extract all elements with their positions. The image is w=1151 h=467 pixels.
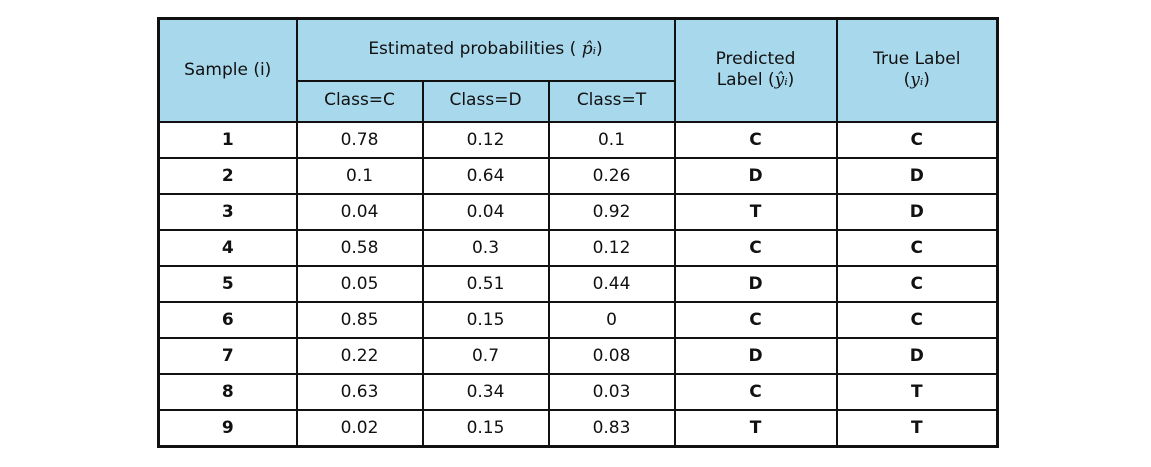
cell-prob-c: 0.05	[295, 264, 424, 303]
cell-prob-t: 0.92	[547, 192, 676, 231]
cell-prob-t: 0.12	[547, 228, 676, 267]
table-header: Sample (i) Estimated probabilities ( p̂ᵢ…	[157, 17, 999, 123]
header-predicted-line1: Predicted	[715, 49, 796, 69]
cell-prob-t: 0	[547, 300, 676, 339]
header-predicted-symbol: ŷᵢ	[774, 70, 788, 91]
header-true-close: )	[923, 70, 930, 91]
header-true-open: (	[903, 70, 911, 91]
cell-predicted-label: D	[673, 156, 838, 195]
cell-predicted-label: C	[673, 120, 838, 159]
table-row: 3 0.04 0.04 0.92 T D	[157, 192, 999, 231]
header-estimated-close: )	[596, 39, 603, 60]
cell-prob-t: 0.1	[547, 120, 676, 159]
header-sample: Sample (i)	[157, 17, 298, 123]
header-true-symbol: yᵢ	[910, 70, 924, 91]
header-sample-label: Sample (i)	[184, 59, 272, 80]
cell-predicted-label: C	[673, 228, 838, 267]
probability-table: Sample (i) Estimated probabilities ( p̂ᵢ…	[157, 17, 999, 448]
table-row: 4 0.58 0.3 0.12 C C	[157, 228, 999, 267]
cell-sample-index: 5	[157, 264, 298, 303]
header-class-c: Class=C	[295, 79, 424, 123]
cell-prob-t: 0.08	[547, 336, 676, 375]
cell-predicted-label: C	[673, 372, 838, 411]
table-row: 8 0.63 0.34 0.03 C T	[157, 372, 999, 411]
cell-true-label: T	[835, 408, 999, 447]
cell-sample-index: 1	[157, 120, 298, 159]
cell-predicted-label: C	[673, 300, 838, 339]
probability-table-container: Sample (i) Estimated probabilities ( p̂ᵢ…	[157, 17, 999, 448]
cell-true-label: C	[835, 300, 999, 339]
cell-sample-index: 9	[157, 408, 298, 447]
cell-prob-c: 0.1	[295, 156, 424, 195]
cell-prob-t: 0.03	[547, 372, 676, 411]
header-true-label: True Label (yᵢ)	[835, 17, 999, 123]
cell-true-label: D	[835, 336, 999, 375]
cell-sample-index: 7	[157, 336, 298, 375]
cell-prob-c: 0.02	[295, 408, 424, 447]
header-estimated-label: Estimated probabilities (	[368, 39, 577, 60]
cell-sample-index: 8	[157, 372, 298, 411]
cell-true-label: C	[835, 264, 999, 303]
header-predicted-label: Predicted Label (ŷᵢ)	[673, 17, 838, 123]
header-predicted-line2: Label (	[716, 70, 775, 91]
cell-prob-c: 0.85	[295, 300, 424, 339]
cell-true-label: C	[835, 228, 999, 267]
cell-true-label: T	[835, 372, 999, 411]
cell-true-label: D	[835, 156, 999, 195]
cell-prob-d: 0.64	[421, 156, 550, 195]
header-row-classes: Class=C Class=D Class=T	[159, 79, 998, 123]
cell-prob-d: 0.7	[421, 336, 550, 375]
cell-sample-index: 2	[157, 156, 298, 195]
table-row: 9 0.02 0.15 0.83 T T	[157, 408, 999, 447]
cell-prob-t: 0.26	[547, 156, 676, 195]
table-row: 7 0.22 0.7 0.08 D D	[157, 336, 999, 375]
cell-prob-t: 0.83	[547, 408, 676, 447]
cell-prob-d: 0.3	[421, 228, 550, 267]
cell-prob-d: 0.12	[421, 120, 550, 159]
header-true-line1: True Label	[873, 49, 961, 69]
table-row: 2 0.1 0.64 0.26 D D	[157, 156, 999, 195]
table-row: 6 0.85 0.15 0 C C	[157, 300, 999, 339]
header-class-t: Class=T	[547, 79, 676, 123]
table-body: 1 0.78 0.12 0.1 C C 2 0.1 0.64 0.26 D D …	[157, 120, 999, 447]
cell-predicted-label: D	[673, 264, 838, 303]
cell-prob-d: 0.15	[421, 300, 550, 339]
cell-true-label: C	[835, 120, 999, 159]
cell-sample-index: 6	[157, 300, 298, 339]
cell-prob-c: 0.22	[295, 336, 424, 375]
table-row: 5 0.05 0.51 0.44 D C	[157, 264, 999, 303]
cell-prob-t: 0.44	[547, 264, 676, 303]
cell-prob-d: 0.51	[421, 264, 550, 303]
cell-prob-d: 0.04	[421, 192, 550, 231]
cell-predicted-label: D	[673, 336, 838, 375]
cell-predicted-label: T	[673, 408, 838, 447]
cell-prob-c: 0.78	[295, 120, 424, 159]
header-row-top: Sample (i) Estimated probabilities ( p̂ᵢ…	[157, 17, 999, 123]
cell-prob-c: 0.04	[295, 192, 424, 231]
cell-sample-index: 4	[157, 228, 298, 267]
cell-prob-c: 0.58	[295, 228, 424, 267]
header-estimated-symbol: p̂ᵢ	[581, 39, 597, 60]
header-estimated-probabilities: Estimated probabilities ( p̂ᵢ)	[295, 17, 676, 82]
cell-sample-index: 3	[157, 192, 298, 231]
cell-prob-d: 0.15	[421, 408, 550, 447]
table-row: 1 0.78 0.12 0.1 C C	[157, 120, 999, 159]
cell-true-label: D	[835, 192, 999, 231]
cell-predicted-label: T	[673, 192, 838, 231]
header-predicted-close: )	[787, 70, 795, 91]
cell-prob-d: 0.34	[421, 372, 550, 411]
cell-prob-c: 0.63	[295, 372, 424, 411]
header-class-d: Class=D	[421, 79, 550, 123]
